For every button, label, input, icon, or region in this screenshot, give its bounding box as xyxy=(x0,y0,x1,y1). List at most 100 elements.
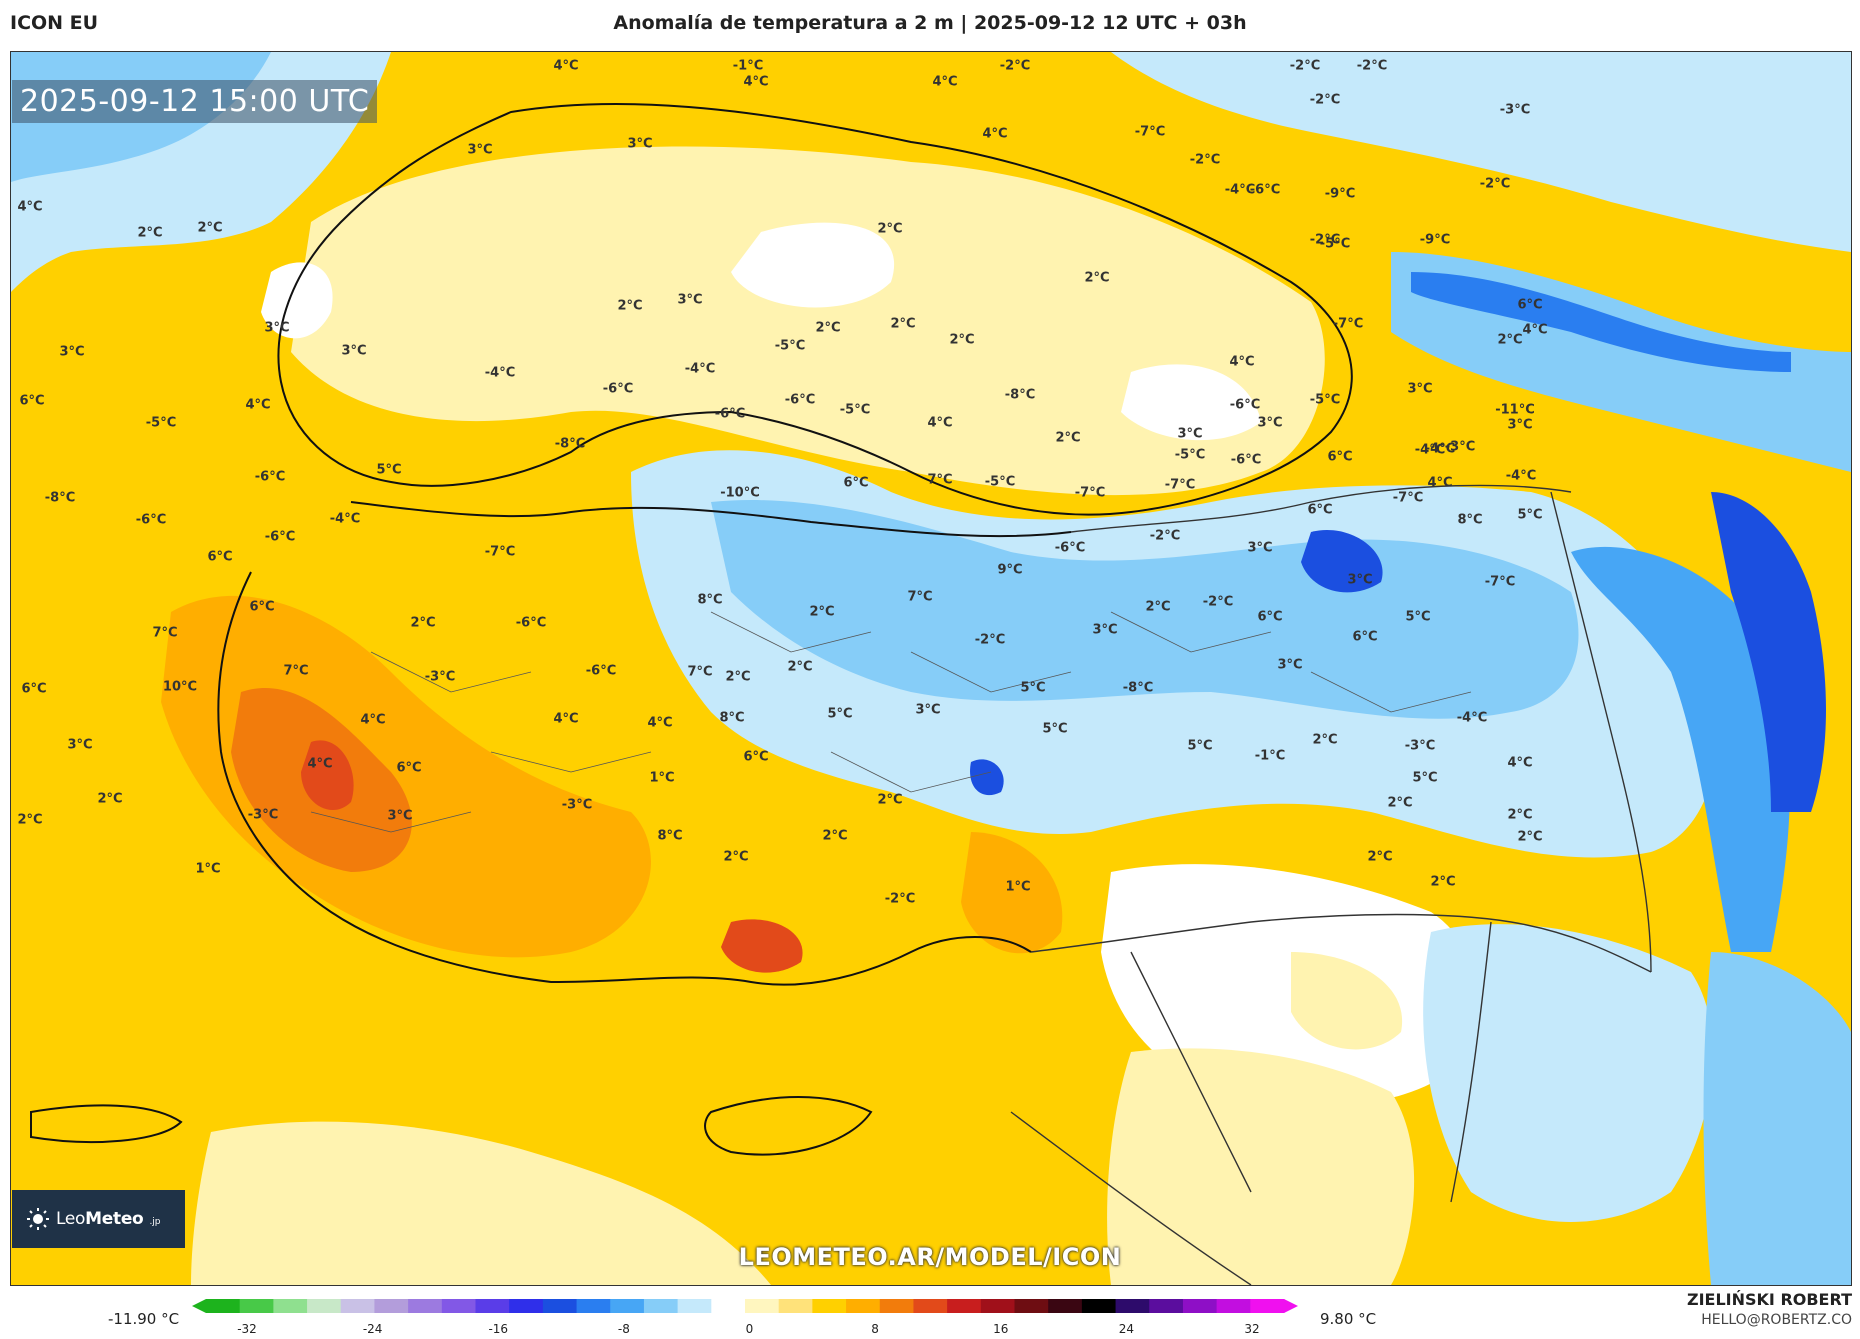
temperature-label: 3°C xyxy=(677,292,703,308)
white-zone xyxy=(1121,364,1261,441)
temperature-label: 3°C xyxy=(1407,381,1433,397)
author-email[interactable]: HELLO@ROBERTZ.CO xyxy=(1701,1312,1852,1328)
temperature-label: 6°C xyxy=(843,475,869,491)
temperature-label: 4°C xyxy=(307,756,333,772)
temperature-label: 4°C xyxy=(982,126,1008,142)
map-title: Anomalía de temperatura a 2 m | 2025-09-… xyxy=(613,12,1247,34)
black-sea-pale-zone xyxy=(291,146,1325,496)
temperature-label: -2°C xyxy=(974,632,1006,648)
temperature-label: -1°C xyxy=(1254,748,1286,764)
mild-anomaly-region xyxy=(1291,952,1403,1050)
temperature-label: 3°C xyxy=(387,808,413,824)
colorbar-segment xyxy=(980,1299,1015,1313)
temperature-label: -2°C xyxy=(1189,152,1221,168)
temperature-label: 4°C xyxy=(1427,475,1453,491)
temperature-label: -3°C xyxy=(1404,738,1436,754)
temperature-label: 2°C xyxy=(410,615,436,631)
colorbar xyxy=(192,1299,1298,1313)
temperature-label: -4°C xyxy=(1414,442,1446,458)
temperature-label: 6°C xyxy=(1327,449,1353,465)
temperature-label: 2°C xyxy=(890,316,916,332)
colorbar-segment xyxy=(408,1299,443,1313)
temperature-label: 2°C xyxy=(815,320,841,336)
temperature-label: 5°C xyxy=(1412,770,1438,786)
white-zone xyxy=(731,222,895,308)
temperature-label: -3°C xyxy=(424,669,456,685)
temperature-label: 2°C xyxy=(949,332,975,348)
temperature-label: 2°C xyxy=(17,812,43,828)
colorbar-segment xyxy=(846,1299,881,1313)
temperature-label: 4°C xyxy=(1229,354,1255,370)
black-sea-coastline xyxy=(277,102,1353,516)
cold-anomaly-core xyxy=(970,759,1004,796)
white-zone xyxy=(261,262,333,339)
temperature-label: -7°C xyxy=(1332,316,1364,332)
valid-time-label: 2025-09-12 15:00 UTC xyxy=(12,80,378,123)
temperature-label: 6°C xyxy=(1257,609,1283,625)
temperature-label: -4°C xyxy=(1456,710,1488,726)
colorbar-segment xyxy=(239,1299,274,1313)
colorbar-segment xyxy=(947,1299,982,1313)
hot-anomaly-region xyxy=(161,595,651,958)
colorbar-segment xyxy=(509,1299,544,1313)
temperature-label: -6°C xyxy=(264,529,296,545)
logo-suffix: .jp xyxy=(149,1217,161,1227)
temperature-label: -6°C xyxy=(135,512,167,528)
temperature-label: -8°C xyxy=(554,436,586,452)
mild-anomaly-region xyxy=(1107,1048,1415,1285)
temperature-label: 4°C xyxy=(360,712,386,728)
temperature-label: -5°C xyxy=(145,415,177,431)
temperature-label: 4°C xyxy=(647,715,673,731)
colorbar-min-label: -11.90 °C xyxy=(108,1310,180,1328)
map-canvas xyxy=(11,52,1851,1285)
temperature-label: 2°C xyxy=(137,225,163,241)
country-borders xyxy=(1010,484,1652,1285)
temperature-label: 6°C xyxy=(396,760,422,776)
temperature-label: 6°C xyxy=(249,599,275,615)
temperature-label: 3°C xyxy=(1177,426,1203,442)
temperature-label: 7°C xyxy=(927,472,953,488)
colorbar-segment xyxy=(340,1299,375,1313)
temperature-label: 7°C xyxy=(152,625,178,641)
temperature-label: 6°C xyxy=(21,681,47,697)
colorbar-segment xyxy=(273,1299,308,1313)
leometeo-logo[interactable]: LeoMeteo .jp xyxy=(12,1190,185,1248)
temperature-label: 3°C xyxy=(59,344,85,360)
temperature-label: -5°C xyxy=(839,402,871,418)
cyprus-outline xyxy=(704,1096,873,1156)
model-name: ICON EU xyxy=(10,12,99,34)
temperature-label: 4°C xyxy=(17,199,43,215)
temperature-label: -6°C xyxy=(1230,452,1262,468)
colorbar-tick-label: -32 xyxy=(237,1322,257,1336)
temperature-label: -7°C xyxy=(1074,485,1106,501)
temperature-label: 10°C xyxy=(162,679,198,695)
temperature-label: 3°C xyxy=(1092,622,1118,638)
temperature-label: -4°C xyxy=(684,361,716,377)
temperature-label: 3°C xyxy=(67,737,93,753)
temperature-label: -5°C xyxy=(1309,392,1341,408)
colorbar-segment xyxy=(1048,1299,1083,1313)
temperature-label: -9°C xyxy=(1324,186,1356,202)
colorbar-segment xyxy=(475,1299,510,1313)
temperature-label: 2°C xyxy=(1497,332,1523,348)
turkey-coastline xyxy=(217,501,1072,986)
colorbar-segment xyxy=(374,1299,409,1313)
temperature-label: -2°C xyxy=(1479,176,1511,192)
temperature-label: -9°C xyxy=(1419,232,1451,248)
colorbar-segment xyxy=(206,1299,241,1313)
temperature-label: 2°C xyxy=(617,298,643,314)
colorbar-segment xyxy=(542,1299,578,1313)
temperature-label: 3°C xyxy=(264,320,290,336)
anomaly-map[interactable] xyxy=(10,51,1852,1286)
colorbar-tick-label: 8 xyxy=(871,1322,879,1336)
province-borders xyxy=(310,611,1472,833)
temperature-label: -2°C xyxy=(1149,528,1181,544)
colorbar-segment xyxy=(576,1299,611,1313)
temperature-label: -6°C xyxy=(1054,540,1086,556)
colorbar-segment xyxy=(1014,1299,1049,1313)
colorbar-max-label: 9.80 °C xyxy=(1320,1310,1377,1328)
colorbar-left-arrow xyxy=(192,1299,206,1313)
temperature-label: 2°C xyxy=(1084,270,1110,286)
temperature-label: 6°C xyxy=(1352,629,1378,645)
hot-anomaly-region xyxy=(961,832,1063,954)
